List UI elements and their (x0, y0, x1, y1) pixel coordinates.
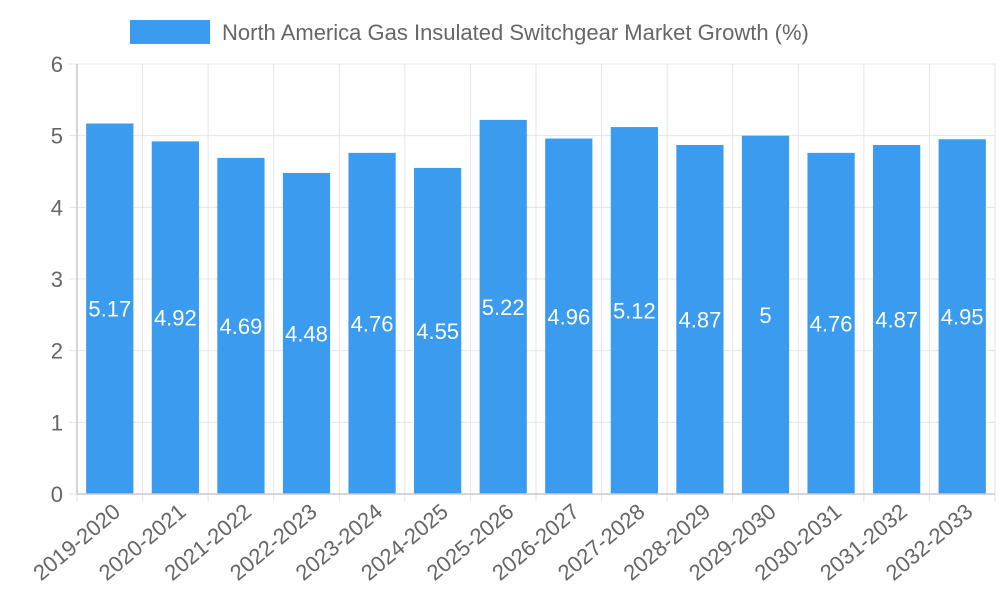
grid-layer (69, 63, 996, 502)
data-label: 5.17 (88, 297, 131, 322)
data-label: 5.22 (482, 295, 525, 320)
data-label: 4.92 (154, 306, 197, 331)
data-label: 4.95 (941, 305, 984, 330)
data-label: 4.55 (416, 319, 459, 344)
y-tick-label: 5 (51, 124, 63, 149)
y-tick-label: 3 (51, 267, 63, 292)
y-tick-label: 1 (51, 410, 63, 435)
data-label: 5.12 (613, 299, 656, 324)
bar-2020-2021[interactable] (151, 141, 199, 494)
y-tick-label: 2 (51, 339, 63, 364)
bar-2025-2026[interactable] (479, 119, 527, 495)
y-tick-label: 4 (51, 195, 63, 220)
bar-2021-2022[interactable] (217, 157, 265, 494)
data-label: 4.96 (547, 304, 590, 329)
bar-layer (86, 119, 986, 495)
data-label: 4.48 (285, 321, 328, 346)
data-label: 4.76 (351, 311, 394, 336)
bar-2030-2031[interactable] (807, 152, 855, 494)
data-label: 5 (759, 303, 771, 328)
bar-2023-2024[interactable] (348, 152, 396, 494)
data-label: 4.69 (220, 314, 263, 339)
legend-label[interactable]: North America Gas Insulated Switchgear M… (222, 20, 809, 45)
bar-2028-2029[interactable] (676, 144, 724, 494)
y-tick-label: 6 (51, 52, 63, 77)
bar-2022-2023[interactable] (282, 172, 331, 494)
legend[interactable]: North America Gas Insulated Switchgear M… (130, 20, 809, 45)
bar-2024-2025[interactable] (414, 167, 462, 494)
legend-swatch[interactable] (130, 20, 210, 44)
bar-2019-2020[interactable] (86, 123, 134, 494)
bar-2032-2033[interactable] (938, 139, 986, 494)
data-label: 4.87 (679, 307, 722, 332)
y-tick-label: 0 (51, 482, 63, 507)
data-label-layer: 5.17 4.92 4.69 4.48 4.76 4.55 5.22 4.96 5.12 4.87… (88, 295, 983, 347)
bar-2029-2030[interactable] (741, 135, 790, 494)
data-label: 4.76 (810, 311, 853, 336)
data-label: 4.87 (875, 307, 918, 332)
bar-2031-2032[interactable] (873, 144, 921, 494)
bar-2027-2028[interactable] (610, 127, 658, 495)
bar-2026-2027[interactable] (545, 138, 593, 495)
